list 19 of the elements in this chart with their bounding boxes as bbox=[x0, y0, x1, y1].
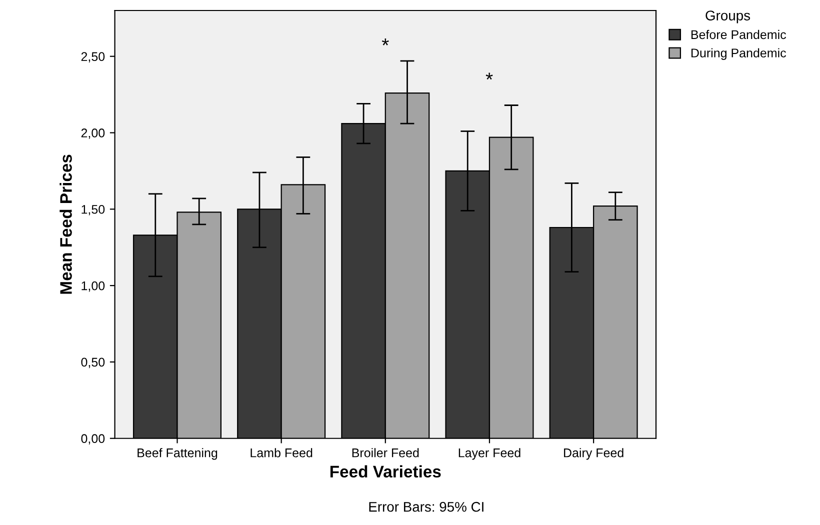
legend-title: Groups bbox=[706, 10, 750, 24]
x-tick-label: Lamb Feed bbox=[250, 448, 312, 458]
x-axis-title: Feed Varieties bbox=[330, 465, 441, 478]
y-tick-label: 0,50 bbox=[81, 358, 105, 368]
annotation: * bbox=[382, 38, 389, 46]
x-tick-label: Broiler Feed bbox=[352, 448, 419, 458]
y-axis-title: Mean Feed Prices bbox=[60, 154, 72, 294]
y-tick-label: 2,50 bbox=[81, 52, 105, 62]
y-tick-label: 1,50 bbox=[82, 204, 105, 216]
x-tick-label: Layer Feed bbox=[458, 448, 520, 460]
legend-label: Before Pandemic bbox=[691, 30, 786, 40]
x-tick-label: Dairy Feed bbox=[564, 448, 624, 460]
annotation: * bbox=[486, 72, 493, 80]
y-tick-label: 2,00 bbox=[81, 128, 105, 139]
y-tick-label: 1,00 bbox=[82, 281, 105, 292]
y-tick-label: 0,00 bbox=[81, 434, 105, 445]
x-tick-label: Beef Fattening bbox=[138, 448, 218, 460]
legend-label: During Pandemic bbox=[691, 48, 786, 60]
text: Error Bars: 95% CI bbox=[369, 502, 484, 512]
